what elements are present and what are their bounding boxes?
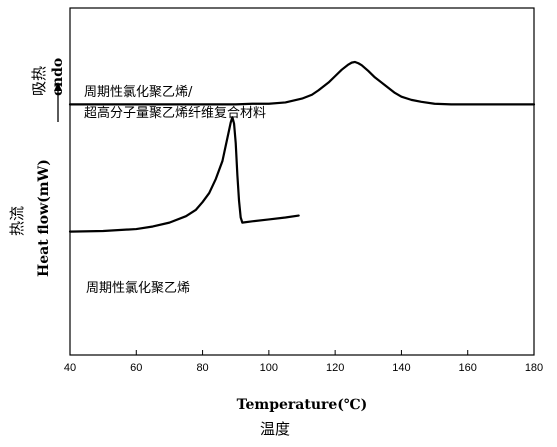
series-1-label-line-2: 超高分子量聚乙烯纤维复合材料 <box>84 105 266 121</box>
series-1-label-line-1: 周期性氯化聚乙烯/ <box>84 85 193 100</box>
x-axis-tick-labels: 40 60 80 100 120 140 160 180 <box>64 362 543 374</box>
x-axis-title-cn: 温度 <box>260 420 290 438</box>
x-axis-title: Temperature(℃) <box>237 397 368 413</box>
y-axis-title-cn: 热流 <box>8 206 26 236</box>
y-axis-title: Heat flow(mW) <box>36 159 52 277</box>
endo-label: endo <box>50 58 66 96</box>
endo-label-cn: 吸热 <box>30 66 48 96</box>
series-1-line <box>68 60 536 106</box>
endo-arrow-head <box>54 82 62 91</box>
x-tick-label: 60 <box>130 362 142 374</box>
series-2-line <box>68 116 300 233</box>
x-tick-label: 180 <box>525 362 543 374</box>
series-group <box>68 60 536 233</box>
x-tick-label: 160 <box>459 362 477 374</box>
x-tick-label: 40 <box>64 362 76 374</box>
x-axis-ticks <box>69 350 535 355</box>
x-tick-label: 120 <box>326 362 344 374</box>
x-tick-label: 80 <box>196 362 208 374</box>
series-2-label: 周期性氯化聚乙烯 <box>86 281 190 296</box>
x-tick-label: 140 <box>392 362 410 374</box>
plot-frame <box>69 7 535 356</box>
x-tick-label: 100 <box>260 362 278 374</box>
